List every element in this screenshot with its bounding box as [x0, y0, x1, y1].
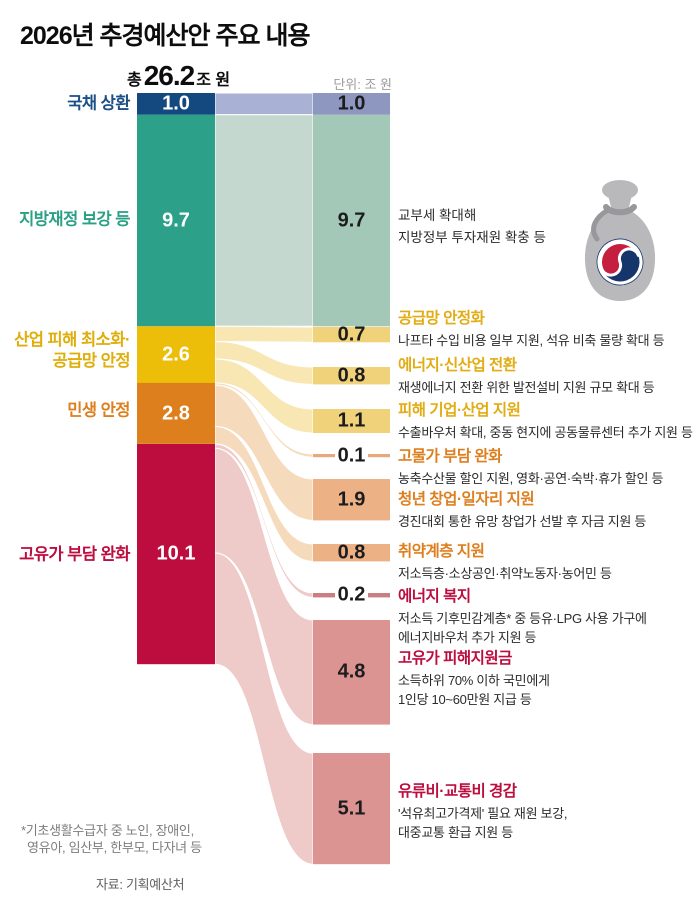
target-bar: [313, 753, 390, 865]
target-bar: [313, 454, 390, 458]
target-bar: [313, 367, 390, 385]
flow-band: [214, 114, 314, 327]
target-bar: [313, 544, 390, 562]
footnote-line-2: 영유아, 임산부, 한부모, 다자녀 등: [27, 840, 202, 855]
target-bar: [313, 93, 390, 115]
target-bar: [313, 620, 390, 725]
source-bar: [137, 382, 215, 444]
source-bar: [137, 114, 215, 327]
target-bar: [313, 327, 390, 343]
total-suffix: 조 원: [196, 72, 231, 89]
footnote: *기초생활수급자 중 노인, 장애인, 영유아, 임산부, 한부모, 다자녀 등: [21, 822, 202, 856]
unit-label: 단위: 조 원: [333, 77, 392, 92]
flow-band: [214, 325, 314, 343]
source-bar: [137, 444, 215, 665]
target-bar: [313, 114, 390, 327]
total-amount: 총 26.2 조 원: [127, 60, 230, 92]
target-bar: [313, 409, 390, 433]
data-source: 자료: 기획예산처: [96, 877, 185, 892]
source-bar: [137, 93, 215, 115]
total-prefix: 총: [127, 72, 142, 89]
money-bag-icon: [584, 180, 656, 301]
korea-gov-emblem: [596, 238, 644, 286]
page-title: 2026년 추경예산안 주요 내용: [20, 22, 310, 50]
total-value: 26.2: [143, 60, 195, 91]
footnote-line-1: *기초생활수급자 중 노인, 장애인,: [21, 823, 194, 838]
target-bar: [313, 593, 390, 598]
flow-band: [214, 92, 314, 116]
target-bar: [313, 479, 390, 521]
source-bar: [137, 326, 215, 383]
